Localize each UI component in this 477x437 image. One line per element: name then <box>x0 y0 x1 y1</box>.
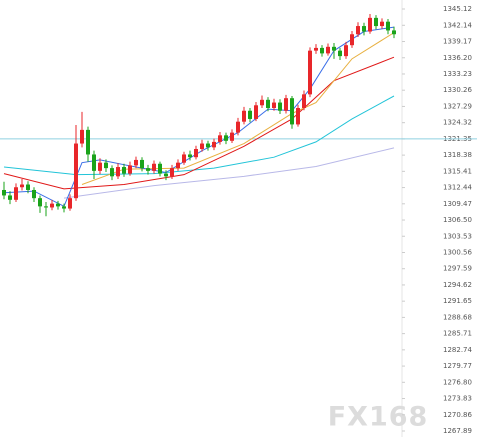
candle-body <box>92 154 96 171</box>
candle-body <box>362 26 366 32</box>
y-tick-label: 1315.41 <box>443 167 472 175</box>
candle-body <box>200 143 204 149</box>
candle-body <box>260 99 264 106</box>
candle-body <box>176 162 180 169</box>
y-tick-label: 1297.59 <box>443 265 472 273</box>
y-tick-label: 1312.44 <box>443 184 472 192</box>
candle-body <box>332 46 336 51</box>
y-tick-label: 1345.12 <box>443 5 472 13</box>
candle-body <box>380 21 384 27</box>
candle-body <box>212 141 216 148</box>
candle-body <box>182 154 186 163</box>
candle-body <box>128 165 132 174</box>
candle-body <box>50 203 54 208</box>
y-tick-label: 1279.77 <box>443 362 472 370</box>
candle-body <box>116 167 120 177</box>
candle-body <box>266 99 270 109</box>
candle-body <box>2 189 6 196</box>
y-tick-label: 1303.53 <box>443 232 472 240</box>
candle-body <box>146 168 150 171</box>
candle-body <box>314 47 318 51</box>
candle-body <box>20 184 24 188</box>
y-tick-label: 1276.80 <box>443 378 472 386</box>
candle-body <box>158 163 162 174</box>
candle-body <box>296 108 300 125</box>
y-tick-label: 1342.14 <box>443 21 472 29</box>
candle-body <box>308 50 312 95</box>
candle-body <box>26 184 30 190</box>
candle-body <box>236 121 240 133</box>
candle-body <box>80 129 84 144</box>
y-tick-label: 1336.20 <box>443 54 472 62</box>
candle-body <box>56 203 60 207</box>
y-tick-label: 1300.56 <box>443 248 472 256</box>
y-tick-label: 1339.17 <box>443 38 472 46</box>
y-tick-label: 1318.38 <box>443 151 472 159</box>
candle-body <box>248 110 252 119</box>
candle-body <box>368 17 372 32</box>
y-tick-label: 1327.29 <box>443 102 472 110</box>
candle-body <box>110 168 114 177</box>
candle-body <box>104 162 108 169</box>
candle-body <box>14 187 18 200</box>
candle-body <box>338 50 342 57</box>
moving-average <box>63 147 395 199</box>
candle-body <box>290 98 294 125</box>
candle-body <box>272 102 276 109</box>
candle-body <box>302 94 306 109</box>
moving-average <box>3 95 395 176</box>
y-tick-label: 1309.47 <box>443 200 472 208</box>
y-tick-label: 1306.50 <box>443 216 472 224</box>
y-tick-label: 1267.89 <box>443 427 472 435</box>
candle-body <box>386 21 390 31</box>
candle-body <box>86 129 90 155</box>
candle-body <box>38 198 42 207</box>
candle-body <box>134 159 138 166</box>
candle-body <box>122 167 126 174</box>
y-tick-label: 1294.62 <box>443 281 472 289</box>
candle-body <box>350 34 354 46</box>
y-tick-label: 1324.32 <box>443 119 472 127</box>
candle-body <box>392 30 396 35</box>
candle-body <box>98 162 102 171</box>
candle-body <box>344 45 348 57</box>
watermark: FX168 <box>328 402 429 433</box>
y-tick-label: 1333.23 <box>443 70 472 78</box>
candle-body <box>152 163 156 171</box>
y-tick-label: 1330.26 <box>443 86 472 94</box>
candle-body <box>218 135 222 142</box>
candle-body <box>374 17 378 27</box>
y-tick-label: 1285.71 <box>443 330 472 338</box>
moving-average <box>81 32 395 185</box>
candle-body <box>164 173 168 177</box>
candle-body <box>320 47 324 54</box>
candle-body <box>284 98 288 111</box>
y-tick-label: 1291.65 <box>443 297 472 305</box>
candle-body <box>230 132 234 141</box>
candle-body <box>224 135 228 141</box>
candle-body <box>32 189 36 199</box>
candle-body <box>206 143 210 148</box>
candle-body <box>44 206 48 208</box>
y-tick-label: 1288.68 <box>443 313 472 321</box>
candle-body <box>62 206 66 209</box>
candle-body <box>356 26 360 35</box>
candle-body <box>278 102 282 111</box>
candle-body <box>194 148 198 158</box>
y-tick-label: 1270.86 <box>443 411 472 419</box>
candle-body <box>8 195 12 200</box>
candle-body <box>140 159 144 169</box>
candle-body <box>188 154 192 158</box>
candle-body <box>326 46 330 54</box>
candle-body <box>68 198 72 209</box>
candle-body <box>254 105 258 119</box>
candle-body <box>242 110 246 122</box>
y-tick-label: 1273.83 <box>443 395 472 403</box>
y-tick-label: 1282.74 <box>443 346 472 354</box>
candle-body <box>74 143 78 199</box>
candle-body <box>170 168 174 177</box>
